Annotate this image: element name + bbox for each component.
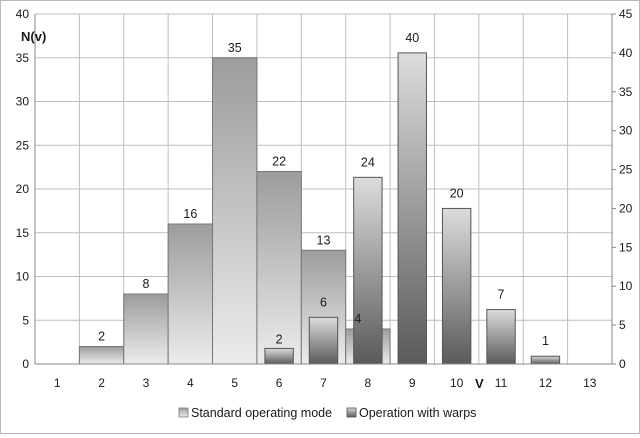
y-left-tick-label: 5 bbox=[22, 313, 29, 327]
y-right-tick-label: 45 bbox=[619, 7, 633, 21]
y-left-tick-label: 10 bbox=[16, 270, 30, 284]
legend-label-warps: Operation with warps bbox=[359, 406, 476, 420]
legend-swatch-standard bbox=[178, 407, 189, 418]
y-left-tick-label: 35 bbox=[16, 51, 30, 65]
bar-warp bbox=[530, 355, 561, 365]
x-tick-label: 6 bbox=[276, 376, 283, 390]
x-axis-label: V bbox=[475, 376, 484, 391]
legend-label-standard: Standard operating mode bbox=[191, 406, 332, 420]
data-label-standard: 2 bbox=[98, 330, 105, 344]
x-tick-label: 4 bbox=[187, 376, 194, 390]
data-label-warp: 24 bbox=[361, 155, 375, 169]
x-tick-label: 8 bbox=[365, 376, 372, 390]
y-left-tick-label: 0 bbox=[22, 357, 29, 371]
data-labels: 2 8 16 35 22 13 4 2 6 24 40 20 7 1 bbox=[98, 31, 549, 348]
bar-standard bbox=[167, 223, 214, 365]
bar-standard bbox=[123, 293, 169, 365]
y-right-tick-label: 10 bbox=[619, 279, 633, 293]
data-label-warp: 7 bbox=[498, 288, 505, 302]
bar-warp bbox=[353, 176, 383, 365]
y-axis-label: N(v) bbox=[21, 29, 46, 44]
x-tick-label: 11 bbox=[495, 376, 508, 390]
bar-standard bbox=[212, 57, 258, 365]
x-tick-label: 3 bbox=[143, 376, 150, 390]
bar-warp bbox=[486, 309, 516, 365]
data-label-standard: 22 bbox=[272, 155, 286, 169]
y-left-tick-label: 40 bbox=[16, 7, 30, 21]
bar-warp bbox=[441, 207, 472, 365]
data-label-standard: 4 bbox=[354, 312, 361, 326]
bar-standard bbox=[78, 346, 125, 365]
y-left-tick-label: 30 bbox=[16, 95, 30, 109]
data-label-standard: 8 bbox=[142, 277, 149, 291]
data-label-standard: 35 bbox=[228, 41, 242, 55]
data-label-warp: 1 bbox=[542, 334, 549, 348]
standard-bars bbox=[78, 57, 391, 365]
bar-standard bbox=[256, 171, 302, 365]
y-right-tick-label: 35 bbox=[619, 85, 633, 99]
y-right-tick-label: 40 bbox=[619, 46, 633, 60]
y-right-tick-label: 5 bbox=[619, 318, 626, 332]
data-label-warp: 6 bbox=[320, 295, 327, 309]
x-tick-label: 2 bbox=[98, 376, 105, 390]
bar-warp bbox=[308, 316, 339, 365]
y-right-tick-label: 20 bbox=[619, 201, 633, 215]
legend: Standard operating mode Operation with w… bbox=[178, 406, 476, 420]
x-tick-label: 1 bbox=[54, 376, 61, 390]
x-tick-label: 10 bbox=[450, 376, 464, 390]
y-right-tick-label: 0 bbox=[619, 357, 626, 371]
bar-warp bbox=[397, 52, 427, 365]
x-tick-label: 7 bbox=[320, 376, 327, 390]
y-right-tick-label: 15 bbox=[619, 240, 633, 254]
data-label-standard: 13 bbox=[317, 233, 331, 247]
data-label-warp: 20 bbox=[450, 186, 464, 200]
y-left-tick-label: 15 bbox=[16, 226, 30, 240]
warp-bars bbox=[264, 52, 561, 365]
bar-warp bbox=[264, 347, 294, 365]
x-tick-label: 13 bbox=[583, 376, 597, 390]
y-left-tick-label: 25 bbox=[16, 138, 30, 152]
data-label-warp: 2 bbox=[276, 332, 283, 346]
y-left-tick-label: 20 bbox=[16, 182, 30, 196]
legend-swatch-warps bbox=[346, 407, 357, 418]
y-right-tick-label: 25 bbox=[619, 163, 633, 177]
y-right-tick-label: 30 bbox=[619, 124, 633, 138]
x-tick-label: 5 bbox=[231, 376, 238, 390]
x-tick-label: 9 bbox=[409, 376, 416, 390]
data-label-standard: 16 bbox=[183, 207, 197, 221]
x-tick-label: 12 bbox=[539, 376, 553, 390]
data-label-warp: 40 bbox=[405, 31, 419, 45]
